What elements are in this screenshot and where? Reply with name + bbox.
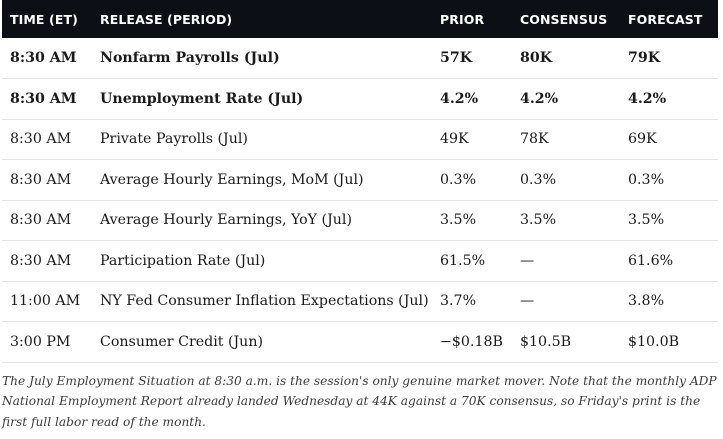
cell-prior: 3.7% (440, 293, 477, 310)
cell-release: Participation Rate (Jul) (100, 252, 266, 269)
cell-time: 8:30 AM (10, 131, 72, 148)
cell-prior: 49K (440, 131, 469, 148)
cell-forecast: 69K (628, 131, 657, 148)
table-row: 8:30 AM Average Hourly Earnings, MoM (Ju… (2, 160, 718, 200)
cell-consensus: 80K (520, 50, 553, 66)
cell-time: 3:00 PM (10, 333, 71, 350)
cell-release: Average Hourly Earnings, MoM (Jul) (100, 171, 364, 188)
cell-time: 8:30 AM (10, 212, 72, 229)
cell-time: 8:30 AM (10, 252, 72, 269)
header-forecast: FORECAST (628, 11, 703, 27)
calendar-container: TIME (ET) RELEASE (PERIOD) PRIOR CONSENS… (2, 0, 720, 432)
cell-prior: 3.5% (440, 212, 477, 229)
cell-consensus: 78K (520, 131, 549, 148)
economic-calendar-table: TIME (ET) RELEASE (PERIOD) PRIOR CONSENS… (2, 0, 718, 363)
cell-consensus: 0.3% (520, 171, 557, 188)
cell-time: 8:30 AM (10, 50, 77, 66)
cell-release: Private Payrolls (Jul) (100, 131, 248, 148)
cell-prior: 61.5% (440, 252, 486, 269)
cell-consensus: — (520, 293, 535, 310)
table-row: 8:30 AM Private Payrolls (Jul) 49K 78K 6… (2, 119, 718, 160)
cell-consensus: 3.5% (520, 212, 557, 229)
cell-forecast: 3.8% (628, 293, 665, 310)
table-row: 3:00 PM Consumer Credit (Jun) −$0.18B $1… (2, 322, 718, 362)
header-release: RELEASE (PERIOD) (100, 11, 233, 27)
cell-forecast: 0.3% (628, 171, 665, 188)
cell-time: 8:30 AM (10, 171, 72, 188)
cell-release: Unemployment Rate (Jul) (100, 90, 304, 107)
cell-consensus: — (520, 252, 535, 269)
cell-forecast: 3.5% (628, 212, 665, 229)
cell-forecast: $10.0B (628, 333, 680, 350)
cell-forecast: 79K (628, 50, 661, 66)
header-prior: PRIOR (440, 11, 485, 27)
cell-release: NY Fed Consumer Inflation Expectations (… (100, 293, 429, 310)
cell-forecast: 4.2% (628, 90, 667, 107)
header-row: TIME (ET) RELEASE (PERIOD) PRIOR CONSENS… (2, 0, 718, 38)
cell-consensus: $10.5B (520, 333, 572, 350)
cell-consensus: 4.2% (520, 90, 559, 107)
cell-time: 11:00 AM (10, 293, 81, 310)
cell-release: Consumer Credit (Jun) (100, 333, 263, 350)
cell-prior: 4.2% (440, 90, 479, 107)
table-body: 8:30 AM Nonfarm Payrolls (Jul) 57K 80K 7… (2, 38, 718, 362)
cell-time: 8:30 AM (10, 90, 77, 107)
table-row: 11:00 AM NY Fed Consumer Inflation Expec… (2, 281, 718, 322)
cell-prior: 57K (440, 50, 473, 66)
cell-forecast: 61.6% (628, 252, 674, 269)
header-consensus: CONSENSUS (520, 11, 608, 27)
table-row: 8:30 AM Average Hourly Earnings, YoY (Ju… (2, 200, 718, 241)
header-time: TIME (ET) (10, 11, 78, 27)
cell-release: Nonfarm Payrolls (Jul) (100, 50, 280, 66)
table-row: 8:30 AM Unemployment Rate (Jul) 4.2% 4.2… (2, 79, 718, 119)
cell-prior: 0.3% (440, 171, 477, 188)
table-row: 8:30 AM Nonfarm Payrolls (Jul) 57K 80K 7… (2, 38, 718, 79)
table-row: 8:30 AM Participation Rate (Jul) 61.5% —… (2, 241, 718, 281)
footnote-text: The July Employment Situation at 8:30 a.… (2, 373, 717, 429)
table-header: TIME (ET) RELEASE (PERIOD) PRIOR CONSENS… (2, 0, 718, 38)
cell-release: Average Hourly Earnings, YoY (Jul) (100, 212, 352, 229)
cell-prior: −$0.18B (440, 333, 503, 350)
